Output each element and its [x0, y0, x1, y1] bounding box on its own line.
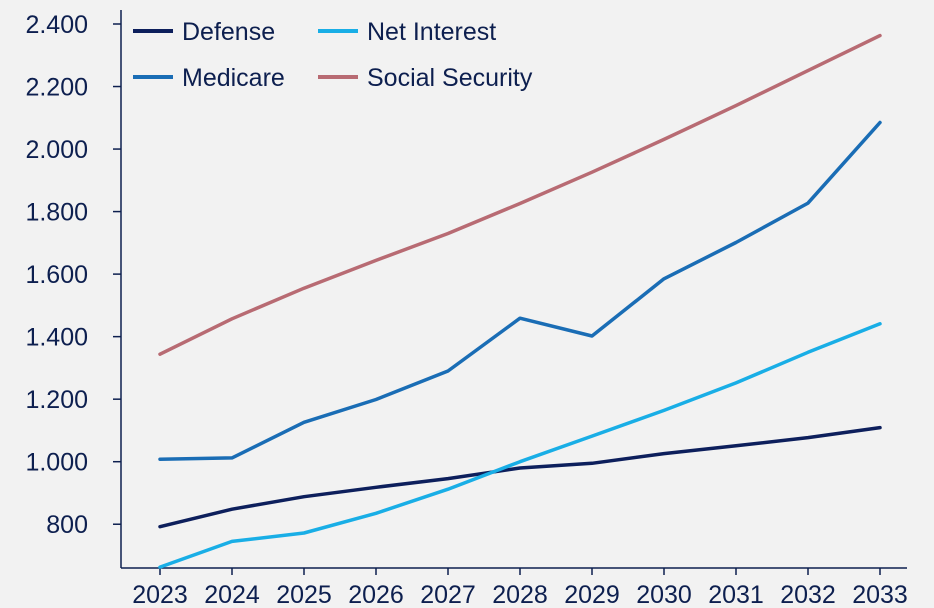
legend-label-social-security: Social Security — [367, 64, 533, 92]
y-axis-ticks: 800 1.000 1.200 1.400 1.600 1.800 2.000 2.200 2.… — [25, 11, 121, 539]
x-tick-label: 2029 — [564, 581, 620, 608]
x-tick-label: 2023 — [132, 581, 188, 608]
x-tick-label: 2026 — [348, 581, 404, 608]
x-tick-label: 2024 — [204, 581, 260, 608]
x-tick-label: 2032 — [780, 581, 836, 608]
x-tick-label: 2027 — [420, 581, 476, 608]
x-tick-label: 2025 — [276, 581, 332, 608]
series-line-medicare — [158, 120, 882, 461]
x-tick-label: 2030 — [636, 581, 692, 608]
legend-label-net-interest: Net Interest — [367, 18, 496, 46]
y-tick-label: 1.000 — [25, 449, 88, 477]
y-tick-label: 1.600 — [25, 261, 88, 289]
x-axis-ticks: 2023 2024 2025 2026 2027 2028 2029 2030 2031 2032… — [132, 568, 908, 608]
series-line-defense — [158, 425, 882, 529]
y-tick-label: 2.000 — [25, 136, 88, 164]
series-line-net-interest — [158, 322, 882, 569]
y-tick-label: 800 — [46, 511, 88, 539]
legend-label-medicare: Medicare — [182, 64, 285, 92]
y-tick-label: 1.200 — [25, 386, 88, 414]
y-tick-label: 1.400 — [25, 324, 88, 352]
x-tick-label: 2033 — [852, 581, 908, 608]
series-lines — [158, 33, 882, 569]
legend-label-defense: Defense — [182, 18, 275, 46]
series-line-social-security — [158, 33, 882, 356]
y-tick-label: 2.200 — [25, 74, 88, 102]
y-tick-label: 1.800 — [25, 199, 88, 227]
legend: Defense Net Interest Medicare Social Securi… — [133, 18, 533, 92]
x-tick-label: 2028 — [492, 581, 548, 608]
y-tick-label: 2.400 — [25, 11, 88, 39]
x-tick-label: 2031 — [708, 581, 764, 608]
axes — [120, 10, 907, 569]
